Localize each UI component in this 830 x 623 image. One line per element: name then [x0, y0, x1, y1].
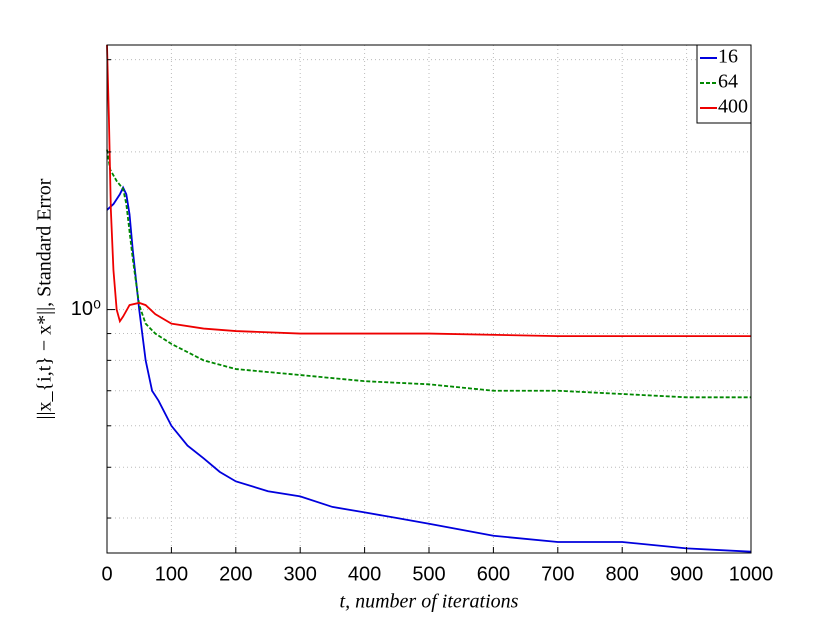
x-tick-label: 200 [219, 563, 252, 585]
x-tick-label: 600 [477, 563, 510, 585]
series-line [106, 185, 752, 553]
legend-label: 64 [718, 71, 738, 93]
legend-label: 16 [718, 46, 738, 68]
x-tick-label: 400 [348, 563, 381, 585]
y-axis-label: ||x_{i,t} − x*||, Standard Error [34, 178, 56, 419]
x-axis-label: t, number of iterations [340, 591, 519, 613]
x-tick-label: 500 [412, 563, 445, 585]
x-tick-label: 800 [606, 563, 639, 585]
legend: 16 64 400 [696, 44, 752, 124]
lines [106, 44, 752, 553]
x-tick-label: 0 [101, 563, 112, 585]
x-tick-label: 300 [284, 563, 317, 585]
x-tick-label: 900 [670, 563, 703, 585]
y-tick-label: 10⁰ [71, 298, 101, 320]
series-line [106, 149, 751, 399]
legend-label: 400 [718, 96, 748, 118]
x-tick-label: 1000 [729, 563, 774, 585]
x-tick-label: 700 [541, 563, 574, 585]
x-tick-label: 100 [155, 563, 188, 585]
series-line [106, 44, 751, 337]
